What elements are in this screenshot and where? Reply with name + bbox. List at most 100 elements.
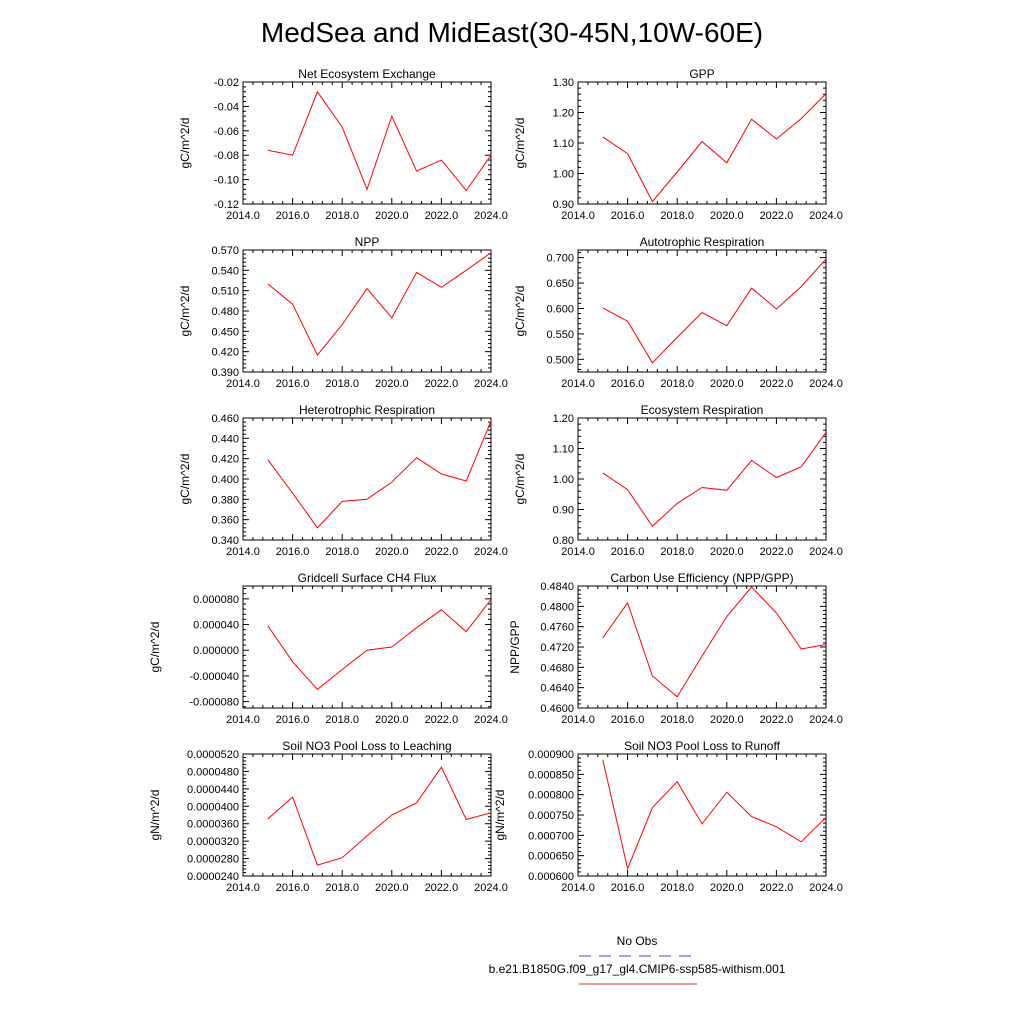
panel-0: Net Ecosystem Exchange 2014.0 2016.0 2018.0… (178, 67, 508, 222)
y-tick-label: -0.02 (214, 77, 239, 89)
x-tick-label: 2020.0 (375, 882, 409, 894)
y-tick-label: 0.000650 (528, 851, 574, 863)
x-tick-label: 2014.0 (561, 546, 595, 558)
y-tick-label: -0.08 (214, 150, 239, 162)
y-tick-label: 0.390 (211, 367, 239, 379)
y-tick-label: 0.420 (211, 347, 239, 359)
y-tick-label: 0.0000360 (187, 819, 239, 831)
panel-1: GPP 2014.0 2016.0 2018.0 2020.0 2022.0 2024.0 1… (513, 67, 843, 222)
x-tick-label: 2014.0 (561, 882, 595, 894)
y-tick-label: 0.4760 (540, 622, 574, 634)
panel-title: Ecosystem Respiration (641, 403, 764, 417)
y-tick-label: 1.30 (553, 77, 574, 89)
x-tick-label: 2020.0 (375, 546, 409, 558)
y-tick-label: 1.10 (553, 138, 574, 150)
x-tick-label: 2014.0 (226, 546, 260, 558)
x-tick-label: 2024.0 (474, 210, 508, 222)
x-tick-label: 2018.0 (325, 714, 359, 726)
y-tick-label: 0.360 (211, 515, 239, 527)
y-tick-label: 0.440 (211, 433, 239, 445)
y-tick-label: 0.510 (211, 286, 239, 298)
plot-frame (242, 249, 492, 373)
x-tick-label: 2022.0 (760, 882, 794, 894)
x-tick-label: 2022.0 (760, 210, 794, 222)
series-line (267, 599, 492, 691)
y-tick-label: 0.000800 (528, 790, 574, 802)
y-tick-label: 0.90 (553, 199, 574, 211)
x-tick-label: 2020.0 (375, 378, 409, 390)
series-line (602, 432, 827, 528)
panel-title: Soil NO3 Pool Loss to Leaching (282, 739, 451, 753)
panel-title: Soil NO3 Pool Loss to Runoff (624, 739, 781, 753)
x-tick-label: 2016.0 (611, 882, 645, 894)
y-tick-label: 0.500 (546, 354, 574, 366)
y-tick-label: 0.400 (211, 474, 239, 486)
y-tick-label: 0.4720 (540, 642, 574, 654)
y-tick-label: -0.04 (214, 101, 239, 113)
series-line (602, 93, 827, 203)
x-tick-label: 2018.0 (660, 546, 694, 558)
x-tick-label: 2020.0 (375, 714, 409, 726)
panel-5: Ecosystem Respiration 2014.0 2016.0 2018.0 2… (513, 403, 843, 558)
x-tick-label: 2022.0 (425, 546, 459, 558)
x-tick-label: 2020.0 (710, 378, 744, 390)
x-tick-label: 2022.0 (425, 882, 459, 894)
legend-label-run: b.e21.B1850G.f09_g17_gl4.CMIP6-ssp585-wi… (489, 962, 786, 976)
x-tick-label: 2016.0 (276, 546, 310, 558)
x-tick-label: 2018.0 (325, 210, 359, 222)
panel-7: Carbon Use Efficiency (NPP/GPP) 2014.0 201… (508, 571, 843, 726)
plot-frame (242, 753, 492, 877)
y-axis-label: gC/m^2/d (178, 286, 192, 337)
y-axis-label: gC/m^2/d (148, 622, 162, 673)
y-axis-label: gC/m^2/d (513, 286, 527, 337)
panel-3: Autotrophic Respiration 2014.0 2016.0 2018.… (513, 235, 843, 390)
y-tick-label: 0.700 (546, 253, 574, 265)
x-tick-label: 2020.0 (710, 882, 744, 894)
y-tick-label: 0.000700 (528, 830, 574, 842)
y-axis-label: gN/m^2/d (493, 790, 507, 841)
x-tick-label: 2016.0 (611, 714, 645, 726)
y-tick-label: 0.380 (211, 494, 239, 506)
x-tick-label: 2022.0 (760, 546, 794, 558)
x-tick-label: 2014.0 (226, 378, 260, 390)
x-tick-label: 2024.0 (474, 378, 508, 390)
panel-title: Autotrophic Respiration (640, 235, 765, 249)
x-tick-label: 2024.0 (809, 210, 843, 222)
y-tick-label: 0.550 (546, 329, 574, 341)
y-tick-label: 0.000600 (528, 871, 574, 883)
y-axis-label: NPP/GPP (508, 620, 522, 673)
panel-title: Gridcell Surface CH4 Flux (298, 571, 437, 585)
x-tick-label: 2018.0 (660, 714, 694, 726)
series-line (602, 586, 827, 698)
x-tick-label: 2020.0 (710, 714, 744, 726)
y-tick-label: 0.650 (546, 278, 574, 290)
y-tick-label: 0.4680 (540, 662, 574, 674)
plot-frame (242, 585, 492, 709)
panel-title: GPP (689, 67, 714, 81)
y-axis-label: gC/m^2/d (513, 454, 527, 505)
panel-4: Heterotrophic Respiration 2014.0 2016.0 201… (178, 403, 508, 558)
y-axis-label: gC/m^2/d (513, 118, 527, 169)
panel-2: NPP 2014.0 2016.0 2018.0 2020.0 2022.0 2024.0 0… (178, 235, 508, 390)
y-tick-label: 0.0000240 (187, 871, 239, 883)
y-tick-label: 0.4640 (540, 683, 574, 695)
x-tick-label: 2016.0 (611, 546, 645, 558)
x-tick-label: 2022.0 (425, 714, 459, 726)
x-tick-label: 2016.0 (611, 210, 645, 222)
x-tick-label: 2024.0 (474, 882, 508, 894)
plot-frame (577, 249, 827, 373)
series-line (267, 90, 492, 192)
y-tick-label: 0.460 (211, 413, 239, 425)
plot-frame (242, 81, 492, 205)
y-tick-label: 0.000900 (528, 749, 574, 761)
series-line (267, 252, 492, 357)
panel-title: Carbon Use Efficiency (NPP/GPP) (610, 571, 793, 585)
x-tick-label: 2014.0 (226, 210, 260, 222)
x-tick-label: 2018.0 (325, 882, 359, 894)
y-tick-label: 0.000850 (528, 769, 574, 781)
y-tick-label: 0.340 (211, 535, 239, 547)
legend-label-no-obs: No Obs (617, 934, 658, 948)
panel-8: Soil NO3 Pool Loss to Leaching 2014.0 2016… (148, 739, 508, 894)
figure-title: MedSea and MidEast(30-45N,10W-60E) (261, 17, 763, 48)
